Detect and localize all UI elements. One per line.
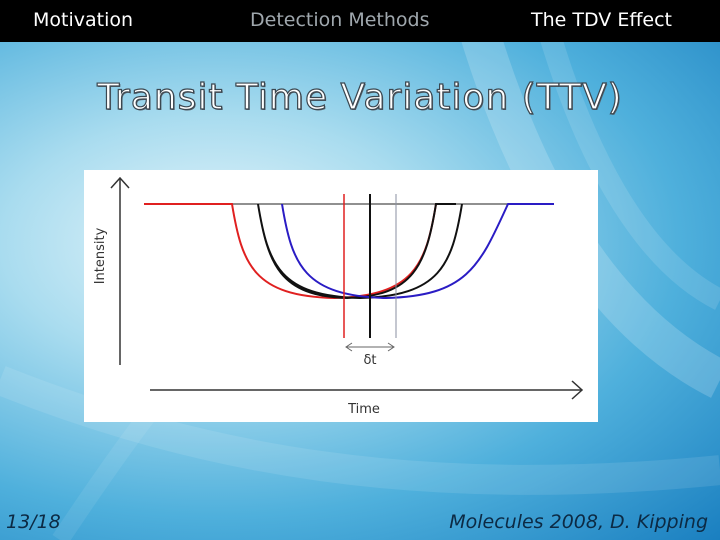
- x-axis-arrowhead: [571, 380, 584, 400]
- citation: Molecules 2008, D. Kipping: [449, 511, 708, 533]
- nav-item-tdv-effect[interactable]: The TDV Effect: [531, 9, 672, 31]
- transit-curve-reference: [257, 203, 463, 300]
- delta-t-arrowhead-right: [387, 342, 395, 352]
- y-axis-label: Intensity: [93, 227, 108, 284]
- nav-item-motivation[interactable]: Motivation: [33, 9, 134, 31]
- transit-curve-late: [281, 203, 554, 300]
- transit-curve-early: [144, 203, 454, 300]
- ttv-figure: Intensity Time δt: [84, 170, 598, 422]
- x-axis-label: Time: [347, 402, 380, 417]
- page-number: 13/18: [6, 511, 61, 533]
- y-axis-arrowhead: [110, 176, 130, 189]
- slide-title: Transit Time Variation (TTV): [97, 76, 623, 118]
- delta-t-label: δt: [363, 353, 376, 368]
- ttv-diagram: Intensity Time δt: [93, 176, 584, 417]
- nav-item-detection-methods[interactable]: Detection Methods: [250, 9, 430, 31]
- delta-t-arrowhead-left: [345, 342, 353, 352]
- top-navigation-bar: Motivation Detection Methods The TDV Eff…: [0, 0, 720, 42]
